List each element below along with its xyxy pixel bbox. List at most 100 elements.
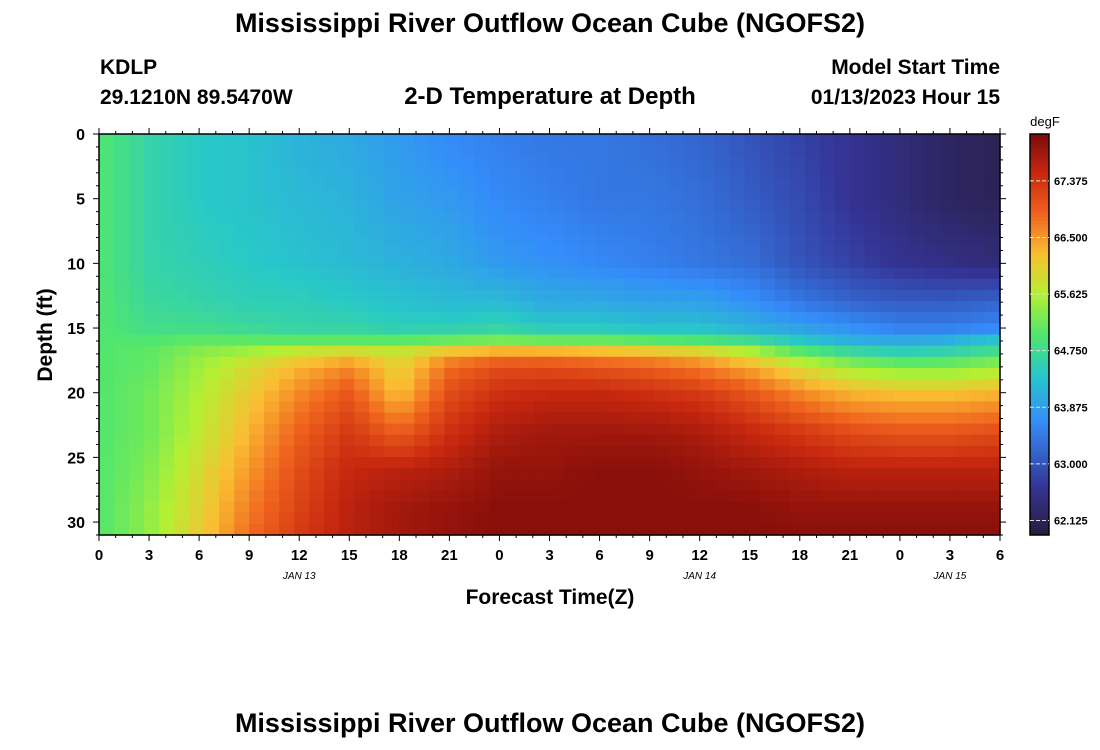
heatmap-cell [939,223,956,235]
heatmap-cell [444,345,460,358]
heatmap-cell [474,401,491,414]
heatmap-cell [924,211,941,224]
heatmap-cell [654,401,671,414]
heatmap-cell [534,256,551,269]
heatmap-cell [669,490,686,503]
heatmap-cell [459,379,476,391]
heatmap-cell [324,312,340,324]
heatmap-cell [444,156,460,169]
heatmap-cell [234,223,250,235]
x-tick-label: 15 [341,547,358,564]
heatmap-cell [744,278,761,291]
heatmap-cell [399,457,415,469]
heatmap-cell [474,457,491,469]
heatmap-cell [654,356,671,369]
heatmap-cell [189,423,205,436]
heatmap-cell [909,434,926,447]
heatmap-cell [219,156,235,169]
heatmap-cell [939,200,956,213]
heatmap-cell [924,223,941,235]
colorbar-swatch [1030,274,1049,279]
y-tick-label: 0 [76,127,85,144]
heatmap-cell [669,312,686,324]
heatmap-cell [489,312,506,324]
heatmap-cell [939,267,956,280]
heatmap-cell [804,189,821,202]
colorbar-tick-label: 66.500 [1054,232,1088,244]
heatmap-cell [384,412,400,425]
heatmap-cell [189,367,205,380]
heatmap-cell [594,211,611,224]
heatmap-cell [714,245,731,258]
heatmap-cell [534,156,551,169]
heatmap-cell [549,423,566,436]
heatmap-cell [174,234,190,246]
heatmap-cell [924,445,941,458]
heatmap-cell [654,345,671,358]
heatmap-cell [114,189,130,202]
heatmap-cell [219,289,235,302]
heatmap-cell [849,401,866,414]
heatmap-cell [189,379,205,391]
heatmap-cell [294,134,310,146]
heatmap-cell [759,401,776,414]
heatmap-cell [699,267,716,280]
heatmap-cell [654,156,671,169]
heatmap-cell [549,323,566,336]
heatmap-cell [969,412,986,425]
heatmap-cell [339,145,355,157]
heatmap-cell [174,379,190,391]
heatmap-cell [969,200,986,213]
heatmap-cell [534,367,551,380]
heatmap-cell [879,312,896,324]
heatmap-cell [819,334,836,347]
heatmap-cell [279,312,295,324]
colorbar-swatch [1030,367,1049,372]
heatmap-cell [654,267,671,280]
heatmap-cell [219,167,235,180]
heatmap-cell [144,234,160,246]
heatmap-cell [294,245,310,258]
heatmap-cell [954,289,971,302]
heatmap-cell [249,434,265,447]
heatmap-cell [279,490,295,503]
colorbar-swatch [1030,468,1049,473]
heatmap-cell [909,267,926,280]
heatmap-cell [534,434,551,447]
heatmap-cell [804,367,821,380]
heatmap-cell [99,479,115,492]
colorbar-swatch [1030,391,1049,396]
heatmap-cell [579,457,596,469]
heatmap-cell [669,301,686,313]
heatmap-cell [849,479,866,492]
heatmap-cell [414,457,430,469]
heatmap-cell [414,211,430,224]
heatmap-cell [864,189,881,202]
heatmap-cell [699,145,716,157]
heatmap-cell [279,501,295,514]
heatmap-cell [114,390,130,402]
heatmap-cell [534,412,551,425]
heatmap-cell [879,278,896,291]
heatmap-cell [144,345,160,358]
heatmap-cell [684,390,701,402]
heatmap-cell [879,211,896,224]
heatmap-cell [729,223,746,235]
heatmap-cell [444,189,460,202]
heatmap-cell [324,390,340,402]
heatmap-cell [159,234,175,246]
heatmap-cell [159,211,175,224]
heatmap-cell [219,390,235,402]
heatmap-cell [399,134,415,146]
heatmap-cell [399,445,415,458]
heatmap-cell [534,211,551,224]
heatmap-cell [354,379,370,391]
heatmap-cell [639,523,656,536]
heatmap-cell [519,468,536,480]
heatmap-cell [249,356,265,369]
heatmap-cell [879,390,896,402]
heatmap-cell [384,223,400,235]
heatmap-cell [279,267,295,280]
heatmap-cell [759,390,776,402]
heatmap-cell [474,211,491,224]
